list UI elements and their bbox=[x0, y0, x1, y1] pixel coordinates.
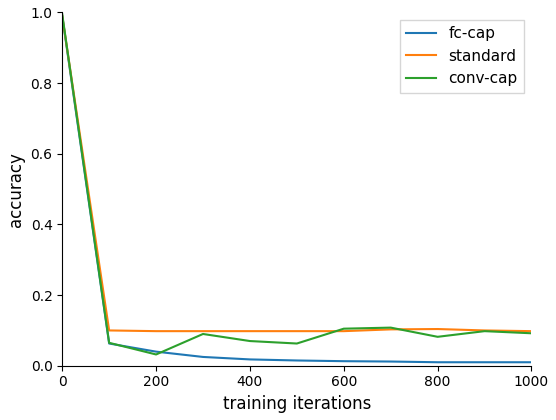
conv-cap bbox=[153, 352, 160, 357]
standard bbox=[434, 326, 441, 331]
fc-cap bbox=[294, 358, 300, 363]
Legend: fc-cap, standard, conv-cap: fc-cap, standard, conv-cap bbox=[400, 20, 524, 92]
fc-cap bbox=[247, 357, 254, 362]
fc-cap bbox=[59, 13, 66, 18]
conv-cap bbox=[59, 12, 66, 17]
fc-cap bbox=[153, 349, 160, 354]
Line: conv-cap: conv-cap bbox=[62, 14, 532, 354]
standard bbox=[481, 328, 488, 333]
standard bbox=[528, 328, 535, 333]
conv-cap bbox=[528, 331, 535, 336]
fc-cap bbox=[388, 359, 394, 364]
conv-cap bbox=[388, 325, 394, 330]
standard bbox=[247, 328, 254, 333]
fc-cap bbox=[481, 360, 488, 365]
standard bbox=[59, 13, 66, 18]
conv-cap bbox=[434, 334, 441, 339]
standard bbox=[153, 328, 160, 333]
conv-cap bbox=[200, 331, 206, 336]
fc-cap bbox=[106, 341, 112, 346]
conv-cap bbox=[294, 341, 300, 346]
fc-cap bbox=[434, 360, 441, 365]
fc-cap bbox=[200, 354, 206, 360]
conv-cap bbox=[481, 328, 488, 333]
Line: standard: standard bbox=[62, 16, 532, 331]
standard bbox=[388, 327, 394, 332]
fc-cap bbox=[528, 360, 535, 365]
conv-cap bbox=[106, 340, 112, 345]
Y-axis label: accuracy: accuracy bbox=[7, 152, 25, 226]
standard bbox=[340, 328, 347, 333]
conv-cap bbox=[247, 339, 254, 344]
Line: fc-cap: fc-cap bbox=[62, 16, 532, 362]
standard bbox=[106, 328, 112, 333]
standard bbox=[294, 328, 300, 333]
fc-cap bbox=[340, 359, 347, 364]
standard bbox=[200, 328, 206, 333]
X-axis label: training iterations: training iterations bbox=[222, 395, 371, 413]
conv-cap bbox=[340, 326, 347, 331]
